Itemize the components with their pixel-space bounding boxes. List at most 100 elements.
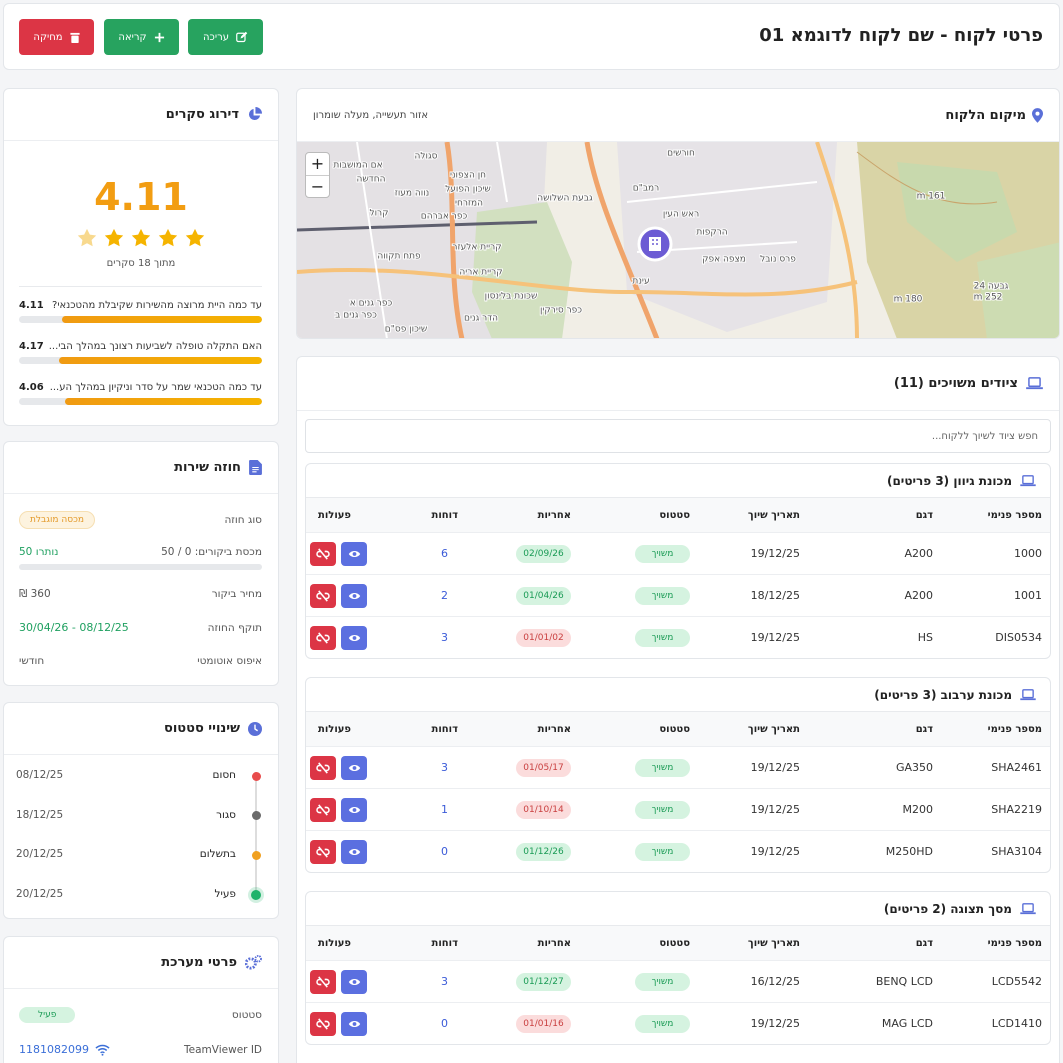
search-input[interactable]: חפש ציוד לשיוך ללקוח... [305, 419, 1051, 453]
row-label: תוקף החוזה [207, 621, 262, 634]
cell-warranty: 01/01/16 [458, 1014, 571, 1033]
unlink-button[interactable] [310, 583, 336, 608]
read-button[interactable]: קריאה [104, 19, 179, 55]
delete-button[interactable]: מחיקה [19, 19, 94, 55]
laptop-icon [1020, 688, 1036, 700]
cell-id: SHA3104 [991, 845, 1042, 858]
unlink-button[interactable] [310, 625, 336, 650]
zoom-out[interactable]: − [310, 177, 325, 196]
status-badge: משויך [635, 1014, 690, 1033]
question-text: עד כמה היית מרוצה מהשירות שקיבלת מהטכנאי… [52, 300, 262, 311]
cell-warranty: 01/12/26 [458, 842, 571, 861]
system-card: פרטי מערכת סטטוס פעיל TeamViewer ID 1181… [3, 936, 279, 1063]
status-badge: משויך [635, 544, 690, 563]
gears-icon [245, 955, 262, 970]
location-marker[interactable] [637, 226, 673, 262]
unlink-button[interactable] [310, 839, 336, 864]
view-button[interactable] [341, 583, 367, 608]
table-row: 1001 A200 18/12/25 משויך 01/04/26 2 [306, 574, 1050, 616]
unlink-button[interactable] [310, 797, 336, 822]
table-header: מספר פנימי דגם תאריך שיוך סטטוס אחריות דוחות פ… [306, 926, 1050, 960]
column-header: דגם [915, 937, 933, 949]
question-bar [64, 398, 262, 405]
pin-icon [1032, 107, 1043, 123]
column-header: אחריות [537, 937, 571, 949]
cell-id: 1001 [1014, 589, 1042, 602]
map-label: סגולה [415, 152, 438, 162]
cell-status: משויך [571, 758, 690, 777]
map-label: כפר אברהם [421, 212, 468, 222]
unlink-icon [316, 1017, 330, 1030]
score-value: 4.11 [94, 175, 188, 219]
quota-remaining: נותרו 50 [19, 546, 59, 558]
card-title: שינויי סטטוס [163, 721, 240, 736]
view-button[interactable] [341, 797, 367, 822]
card-title: ציודים משויכים (11) [893, 376, 1018, 391]
card-title: מיקום הלקוח [945, 107, 1026, 123]
view-button[interactable] [341, 755, 367, 780]
cell-status: משויך [571, 1014, 690, 1033]
cell-date: 19/12/25 [750, 803, 800, 816]
cell-model: MAG LCD [881, 1017, 933, 1030]
cell-warranty: 01/05/17 [458, 758, 571, 777]
view-button[interactable] [341, 541, 367, 566]
star-shape [158, 228, 178, 247]
cell-model: A200 [904, 589, 933, 602]
cell-status: משויך [571, 972, 690, 991]
timeline-dot [251, 811, 261, 820]
star [185, 228, 205, 247]
view-button[interactable] [341, 1011, 367, 1036]
edit-button[interactable]: עריכה [188, 19, 263, 55]
unlink-icon [316, 547, 330, 560]
unlink-button[interactable] [310, 541, 336, 566]
cell-date: 19/12/25 [750, 631, 800, 644]
equipment-card: ציודים משויכים (11) חפש ציוד לשיוך ללקוח… [296, 356, 1060, 1063]
button-label: עריכה [203, 31, 229, 43]
column-header: תאריך שיוך [747, 937, 800, 949]
clock-icon [248, 721, 262, 736]
cell-id: LCD5542 [991, 975, 1042, 988]
cell-date: 18/12/25 [750, 589, 800, 602]
column-header: דוחות [431, 937, 458, 949]
row-label: מכסת ביקורים: 0 / 50 [161, 546, 262, 558]
unlink-icon [316, 803, 330, 816]
contract-row: מחיר ביקור 360 ₪ [19, 588, 262, 600]
map[interactable]: סגולה אם המושבות החדשה נווה מעוז חן הצפוני שי… [297, 142, 1060, 339]
status-badge: משויך [635, 586, 690, 605]
view-button[interactable] [341, 625, 367, 650]
map-label: ראש העין [663, 210, 699, 220]
map-label: קריית אלעזר [452, 243, 501, 253]
warranty-badge: 01/05/17 [516, 758, 571, 777]
warranty-badge: 01/12/26 [516, 842, 571, 861]
column-header: פעולות [318, 937, 351, 949]
cell-warranty: 01/10/14 [458, 800, 571, 819]
row-label: סטטוס [231, 1009, 262, 1021]
unlink-button[interactable] [310, 969, 336, 994]
timeline-dot [251, 771, 261, 781]
contract-row: סוג חוזה מכסה מוגבלת [19, 511, 262, 529]
teamviewer-value: 1181082099 [19, 1043, 110, 1056]
card-header: מיקום הלקוח אזור תעשייה, מעלה שומרון [297, 89, 1059, 142]
unlink-button[interactable] [310, 1011, 336, 1036]
row-label: TeamViewer ID [184, 1043, 262, 1056]
trash-icon [70, 32, 80, 43]
unlink-icon [316, 975, 330, 988]
cell-actions [306, 797, 368, 822]
eye-icon [348, 1020, 360, 1027]
warranty-badge: 01/04/26 [516, 586, 571, 605]
column-header: מספר פנימי [987, 723, 1042, 735]
view-button[interactable] [341, 839, 367, 864]
cell-id: SHA2461 [991, 761, 1042, 774]
zoom-in[interactable]: + [306, 153, 329, 176]
cell-reports: 2 [441, 589, 448, 602]
unlink-button[interactable] [310, 755, 336, 780]
row-value: חודשי [19, 655, 45, 667]
equipment-group: מסך תצוגה (2 פריטים) מספר פנימי דגם תאריך ש… [305, 891, 1051, 1045]
table-row: SHA2219 M200 19/12/25 משויך 01/10/14 1 [306, 788, 1050, 830]
cell-id: DIS0534 [995, 631, 1042, 644]
card-header: חוזה שירות [4, 442, 278, 494]
column-header: תאריך שיוך [747, 723, 800, 735]
row-value: 08/12/25 - 30/04/26 [19, 621, 129, 634]
view-button[interactable] [341, 969, 367, 994]
cell-reports: 3 [441, 761, 448, 774]
